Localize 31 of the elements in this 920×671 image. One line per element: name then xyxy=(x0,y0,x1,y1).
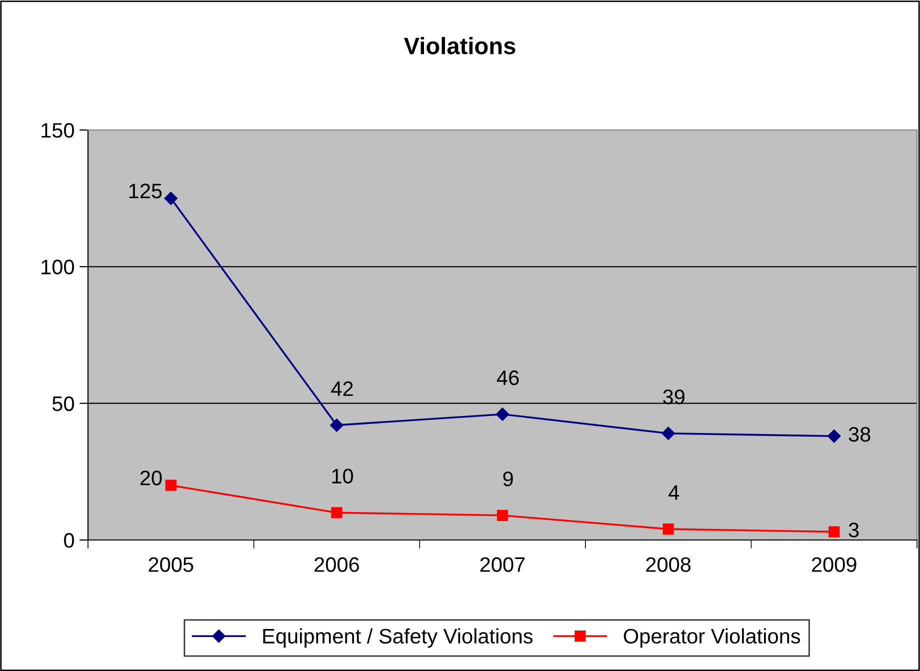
point xyxy=(331,507,342,518)
legend-label: Operator Violations xyxy=(624,628,800,648)
y-tick-label: 50 xyxy=(52,396,74,412)
chart-title: Violations xyxy=(404,36,516,54)
point xyxy=(330,418,344,432)
y-tick-label: 0 xyxy=(64,533,74,548)
point xyxy=(662,524,674,535)
point xyxy=(496,408,510,421)
data-label: 4 xyxy=(668,485,680,500)
data-label: 20 xyxy=(140,470,162,486)
x-tick-label: 2009 xyxy=(812,557,856,572)
legend-label: Equipment / Safety Violations xyxy=(263,628,533,648)
x-tick-label: 2006 xyxy=(314,557,359,572)
data-label: 46 xyxy=(496,370,519,386)
point xyxy=(662,426,675,440)
x-tick-label: 2008 xyxy=(646,557,691,572)
data-label: 3 xyxy=(848,522,859,538)
point xyxy=(496,510,508,521)
x-tick-label: 2005 xyxy=(148,557,194,572)
data-label: 9 xyxy=(503,472,513,486)
point xyxy=(165,480,176,491)
data-label: 42 xyxy=(331,381,353,396)
point xyxy=(164,192,178,205)
y-tick-label: 150 xyxy=(42,123,74,138)
data-label: 10 xyxy=(332,468,354,484)
point xyxy=(828,526,840,538)
data-label: 125 xyxy=(129,184,162,198)
y-tick-label: 100 xyxy=(42,260,74,274)
data-label: 38 xyxy=(848,426,870,442)
point xyxy=(828,430,841,443)
x-tick-label: 2007 xyxy=(480,557,525,572)
